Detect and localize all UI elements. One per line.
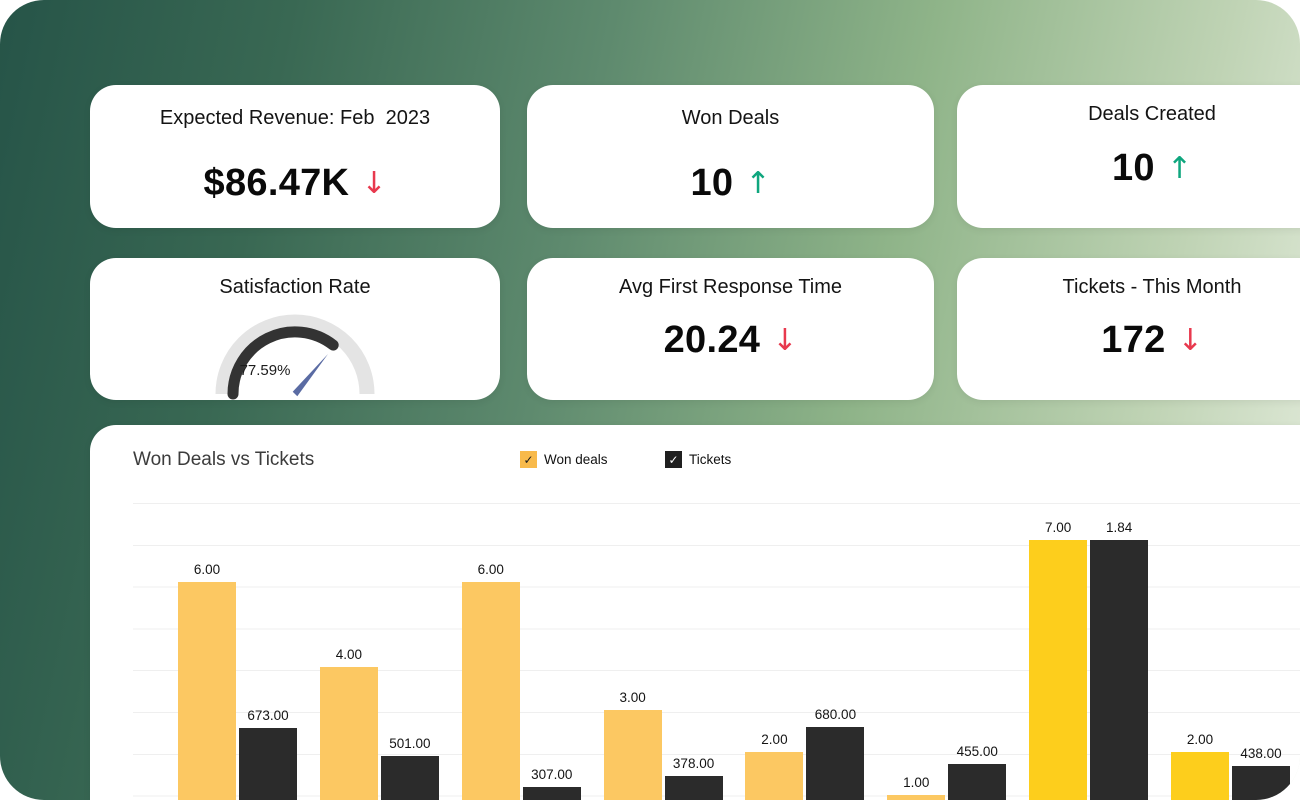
bar-tickets[interactable] (948, 763, 1007, 800)
bar-value-label: 378.00 (672, 755, 715, 771)
kpi-card-deals-created: Deals Created 10 ↑ (957, 85, 1300, 228)
trend-down-icon: ↓ (1177, 322, 1203, 358)
legend-label: Won deals (544, 452, 608, 467)
gauge-value-arc (227, 326, 339, 400)
legend-tickets[interactable]: ✓ Tickets (665, 451, 731, 468)
bar-value-label: 6.00 (477, 562, 504, 578)
chart-title: Won Deals vs Tickets (133, 449, 315, 470)
legend-won-deals[interactable]: ✓ Won deals (520, 451, 608, 468)
bar-tickets[interactable] (239, 728, 297, 800)
bar-value-label: 1.84 (1106, 520, 1133, 535)
bar-value-label: 501.00 (389, 736, 431, 752)
kpi-value-row: 10 ↑ (527, 162, 934, 205)
bar-value-label: 6.00 (193, 562, 221, 578)
bar-won-deals[interactable] (603, 709, 662, 800)
bar-won-deals[interactable] (178, 582, 236, 800)
bar-won-deals[interactable] (461, 582, 520, 800)
trend-up-icon: ↑ (745, 165, 771, 201)
satisfaction-gauge: 77.59% (90, 309, 500, 404)
kpi-value-row: 172 ↓ (957, 319, 1300, 362)
kpi-title: Won Deals (681, 107, 780, 129)
bar-tickets[interactable] (522, 787, 581, 800)
bar-won-deals[interactable] (887, 794, 946, 800)
checkbox-checked-icon[interactable]: ✓ (520, 451, 537, 468)
kpi-title: Satisfaction Rate (219, 276, 371, 298)
bar-value-label: 673.00 (247, 708, 289, 724)
trend-down-icon: ↓ (772, 322, 798, 358)
bar-value-label: 1.00 (903, 774, 930, 790)
checkbox-checked-icon[interactable]: ✓ (665, 451, 682, 468)
chart-card: Won Deals vs Tickets ✓ Won deals ✓ Ticke… (90, 425, 1300, 800)
bar-value-label: 7.00 (1045, 520, 1072, 535)
bar-won-deals[interactable] (319, 667, 378, 800)
trend-up-icon: ↑ (1166, 150, 1192, 186)
bar-value-label: 680.00 (814, 707, 857, 723)
kpi-value: 172 (1101, 319, 1166, 361)
bar-won-deals[interactable] (1171, 752, 1230, 800)
kpi-value-row: 20.24 ↓ (527, 319, 934, 362)
kpi-card-satisfaction-rate: Satisfaction Rate 77.59% (90, 258, 500, 400)
kpi-card-avg-first-response-time: Avg First Response Time 20.24 ↓ (527, 258, 934, 400)
bar-value-label: 4.00 (335, 647, 362, 663)
kpi-value: 10 (690, 162, 734, 204)
kpi-card-tickets-this-month: Tickets - This Month 172 ↓ (957, 258, 1300, 400)
gauge-track (215, 314, 375, 395)
kpi-value: 20.24 (663, 319, 761, 361)
gauge-needle (292, 354, 328, 397)
trend-down-icon: ↓ (361, 165, 387, 201)
bar-value-label: 438.00 (1240, 746, 1282, 762)
bar-value-label: 307.00 (531, 767, 573, 783)
kpi-title: Tickets - This Month (1062, 276, 1242, 298)
kpi-value: 10 (1111, 147, 1155, 189)
kpi-card-expected-revenue: Expected Revenue: Feb 2023 $86.47K ↓ (90, 85, 500, 228)
kpi-title: Deals Created (1088, 103, 1216, 125)
bar-won-deals[interactable] (745, 752, 804, 800)
bar-value-label: 3.00 (619, 689, 646, 705)
bar-value-label: 455.00 (956, 743, 998, 759)
kpi-title: Avg First Response Time (618, 276, 843, 298)
gauge-value-label: 77.59% (240, 362, 291, 379)
kpi-value-row: $86.47K ↓ (90, 162, 500, 205)
kpi-card-won-deals: Won Deals 10 ↑ (527, 85, 934, 228)
kpi-title: Expected Revenue: Feb 2023 (159, 107, 431, 129)
legend-label: Tickets (689, 452, 732, 467)
bar-tickets[interactable] (380, 756, 439, 800)
bar-tickets[interactable] (806, 727, 865, 800)
kpi-value: $86.47K (203, 162, 350, 204)
gauge-svg: 77.59% (215, 314, 375, 400)
bar-won-deals[interactable] (1029, 540, 1088, 800)
bar-tickets[interactable] (1090, 540, 1149, 800)
bar-tickets[interactable] (1232, 766, 1291, 800)
bar-tickets[interactable] (664, 775, 723, 800)
bar-value-label: 2.00 (761, 732, 788, 748)
kpi-value-row: 10 ↑ (957, 147, 1300, 190)
bar-value-label: 2.00 (1186, 732, 1214, 748)
